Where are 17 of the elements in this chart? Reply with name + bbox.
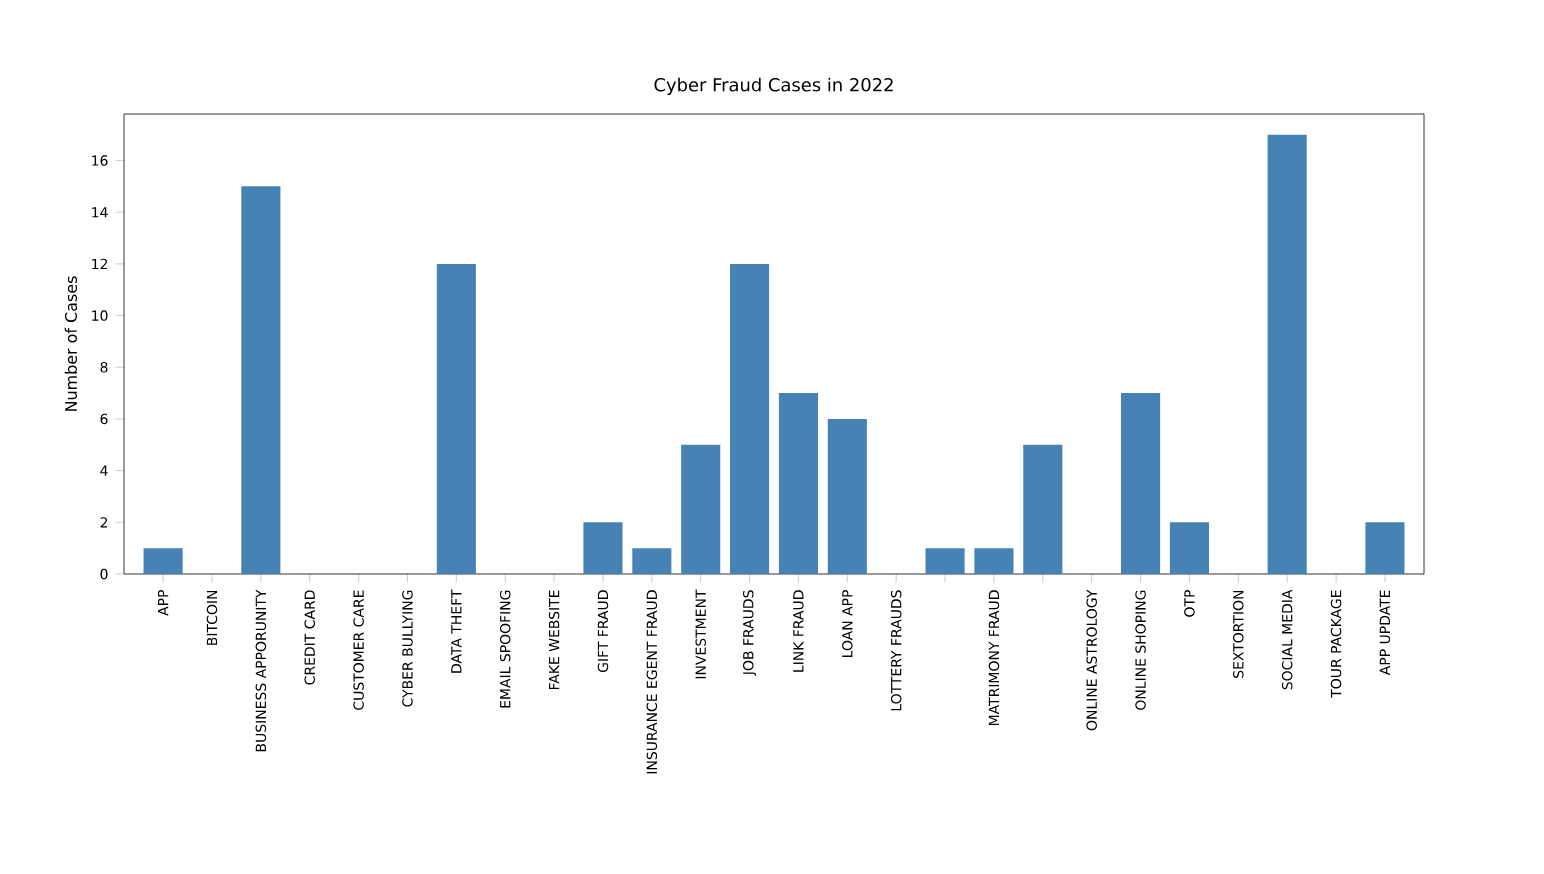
bar <box>1023 444 1063 574</box>
bar <box>143 548 183 574</box>
bar <box>778 393 818 574</box>
bar <box>730 263 770 574</box>
bar <box>974 548 1014 574</box>
bar <box>632 548 672 574</box>
bar <box>1267 134 1307 574</box>
bar <box>241 186 281 574</box>
bar <box>583 522 623 574</box>
bar <box>1365 522 1405 574</box>
bar <box>827 418 867 574</box>
bar <box>436 263 476 574</box>
chart-title: Cyber Fraud Cases in 2022 <box>654 77 893 95</box>
bar <box>1169 522 1209 574</box>
bar <box>925 548 965 574</box>
bar <box>681 444 721 574</box>
bar <box>1121 393 1161 574</box>
